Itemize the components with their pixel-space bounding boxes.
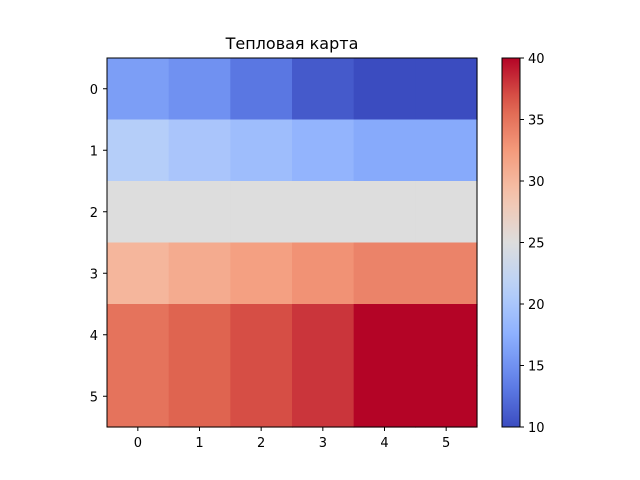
heatmap-cell-r1-c5 [415, 119, 478, 182]
heatmap-cell-r0-c4 [353, 58, 416, 121]
heatmap-cell-r2-c2 [230, 181, 293, 244]
y-tick-label: 3 [90, 267, 98, 282]
y-tick-label: 2 [90, 206, 98, 221]
heatmap-cell-r0-c0 [107, 58, 170, 121]
heatmap-cell-r2-c4 [353, 181, 416, 244]
x-tick-label: 3 [319, 436, 327, 451]
colorbar-tick-label: 35 [528, 114, 545, 129]
plot-frame [106, 57, 478, 428]
heatmap-cell-r4-c1 [168, 304, 231, 367]
heatmap-cell-r5-c0 [107, 365, 170, 428]
colorbar-tick-label: 30 [528, 175, 545, 190]
heatmap-cell-r2-c3 [292, 181, 355, 244]
x-tick-label: 1 [195, 436, 203, 451]
x-tick-label: 4 [380, 436, 388, 451]
x-tick-label: 2 [257, 436, 265, 451]
heatmap-cell-r1-c0 [107, 119, 170, 182]
heatmap-cell-r3-c2 [230, 242, 293, 305]
heatmap-cell-r3-c4 [353, 242, 416, 305]
colorbar-tick-label: 40 [528, 52, 545, 67]
colorbar-tick-label: 25 [528, 237, 545, 252]
heatmap-cells [107, 58, 478, 428]
x-tick-label: 0 [134, 436, 142, 451]
y-tick-label: 4 [90, 329, 98, 344]
heatmap-cell-r2-c5 [415, 181, 478, 244]
colorbar [501, 57, 521, 428]
heatmap-cell-r3-c3 [292, 242, 355, 305]
heatmap-cell-r4-c0 [107, 304, 170, 367]
heatmap-cell-r3-c5 [415, 242, 478, 305]
heatmap-cell-r2-c1 [168, 181, 231, 244]
heatmap-cell-r0-c2 [230, 58, 293, 121]
heatmap-cell-r5-c2 [230, 365, 293, 428]
heatmap-cell-r5-c3 [292, 365, 355, 428]
y-tick-label: 5 [90, 390, 98, 405]
heatmap-cell-r5-c1 [168, 365, 231, 428]
heatmap-cell-r0-c1 [168, 58, 231, 121]
heatmap-cell-r2-c0 [107, 181, 170, 244]
heatmap-cell-r5-c4 [353, 365, 416, 428]
x-axis: 0 1 2 3 4 5 [134, 427, 450, 451]
y-axis: 0 1 2 3 4 5 [90, 83, 107, 405]
colorbar-tick-label: 15 [528, 360, 545, 375]
y-tick-label: 0 [90, 83, 98, 98]
heatmap-cell-r3-c0 [107, 242, 170, 305]
colorbar-tick-label: 10 [528, 421, 545, 436]
heatmap-cell-r4-c2 [230, 304, 293, 367]
heatmap-cell-r4-c4 [353, 304, 416, 367]
heatmap-cell-r3-c1 [168, 242, 231, 305]
heatmap-cell-r1-c1 [168, 119, 231, 182]
colorbar-axis: 10 15 20 25 30 35 40 [520, 52, 545, 436]
x-tick-label: 5 [442, 436, 450, 451]
heatmap-cell-r1-c2 [230, 119, 293, 182]
heatmap-cell-r1-c3 [292, 119, 355, 182]
heatmap-cell-r4-c3 [292, 304, 355, 367]
heatmap-cell-r0-c3 [292, 58, 355, 121]
colorbar-tick-label: 20 [528, 298, 545, 313]
y-tick-label: 1 [90, 144, 98, 159]
heatmap-cell-r4-c5 [415, 304, 478, 367]
heatmap-cell-r1-c4 [353, 119, 416, 182]
heatmap-cell-r5-c5 [415, 365, 478, 428]
chart-title: Тепловая карта [225, 34, 359, 53]
heatmap-cell-r0-c5 [415, 58, 478, 121]
